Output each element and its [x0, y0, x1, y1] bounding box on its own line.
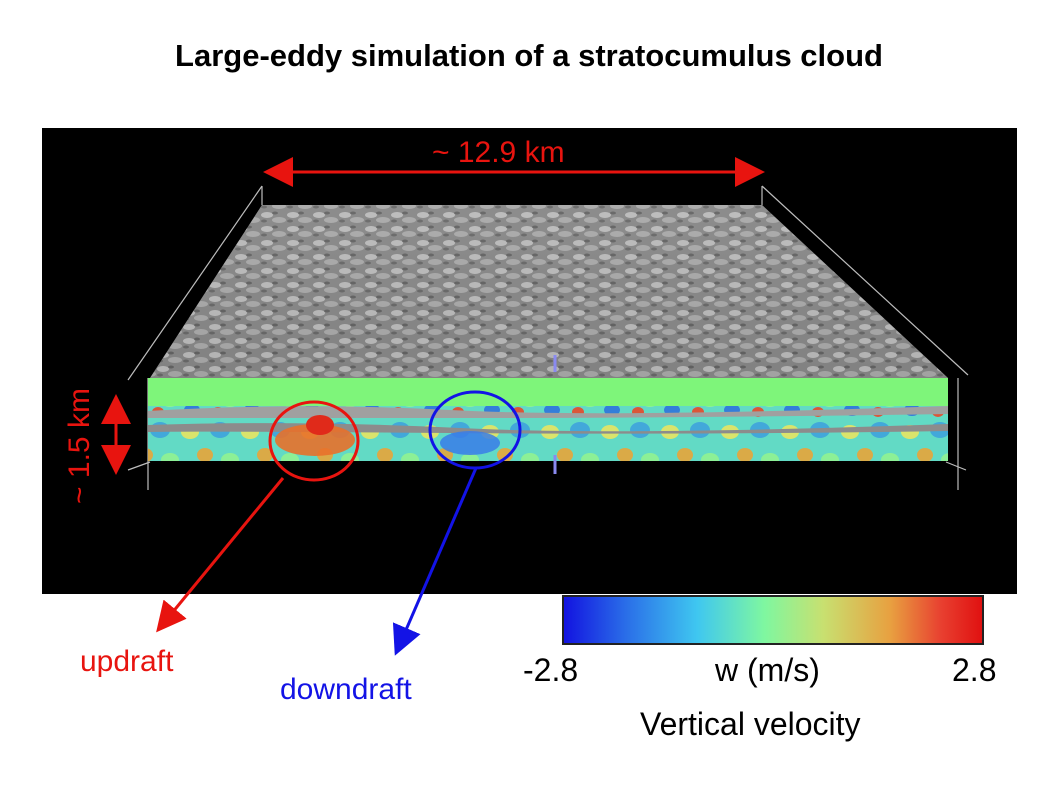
cloud-top-surface — [150, 205, 948, 378]
colorbar-min-label: -2.8 — [523, 652, 579, 688]
updraft-circle — [268, 400, 360, 482]
colorbar-max-label: 2.8 — [952, 652, 997, 688]
updraft-pointer — [156, 477, 285, 633]
colorbar-unit-label: w (m/s) — [715, 652, 820, 688]
velocity-cross-section — [148, 378, 948, 461]
page-title: Large-eddy simulation of a stratocumulus… — [175, 38, 883, 73]
domain-height-label: ~ 1.5 km — [63, 388, 96, 504]
domain-width-label: ~ 12.9 km — [432, 136, 565, 169]
colorbar-title: Vertical velocity — [640, 706, 861, 742]
colorbar — [562, 595, 984, 645]
downdraft-pointer — [392, 467, 478, 656]
downdraft-label: downdraft — [280, 673, 412, 706]
updraft-label: updraft — [80, 645, 174, 678]
